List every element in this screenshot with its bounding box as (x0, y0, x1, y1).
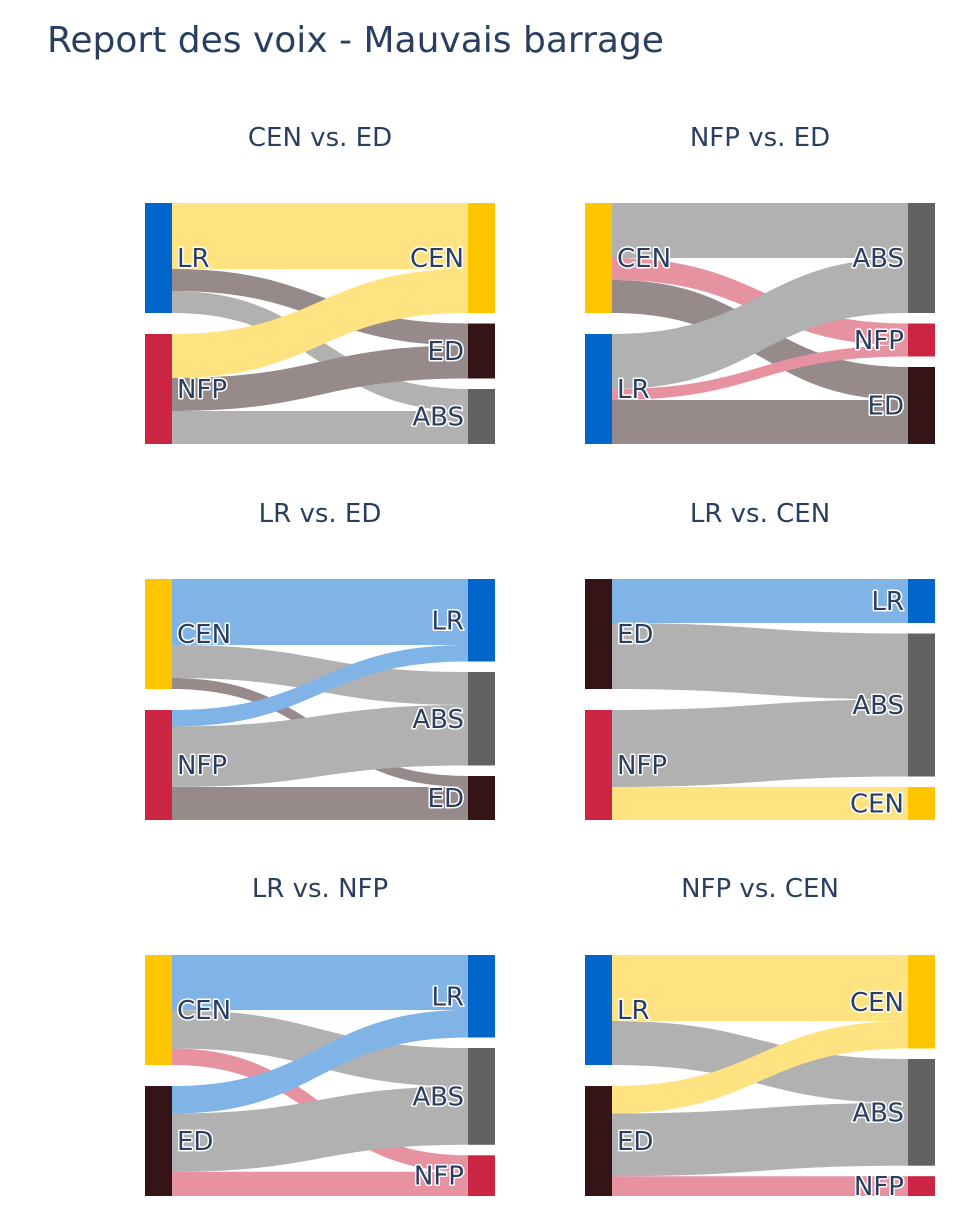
link-nfp-to-abs[interactable] (612, 699, 908, 788)
link-cen-to-lr[interactable] (172, 955, 468, 1010)
target-node-lr[interactable] (908, 579, 935, 623)
subplot-title: NFP vs. ED (690, 123, 830, 153)
sankey-cen-vs-ed: CEN vs. ED LR NFP CEN ED ABS (145, 123, 495, 444)
target-label-lr: LR (431, 982, 464, 1012)
target-label-nfp: NFP (854, 1172, 904, 1202)
link-nfp-to-cen[interactable] (172, 269, 468, 378)
target-label-ed: ED (868, 392, 904, 422)
sankey-lr-vs-cen: LR vs. CEN ED NFP LR ABS CEN (585, 499, 935, 821)
target-node-ed[interactable] (468, 776, 495, 820)
link-ed-to-abs[interactable] (612, 623, 908, 700)
source-node-nfp[interactable] (145, 334, 172, 444)
target-label-abs: ABS (852, 244, 904, 274)
source-label-ed: ED (177, 1127, 213, 1157)
source-node-cen[interactable] (585, 203, 612, 313)
link-nfp-to-abs[interactable] (172, 705, 468, 787)
target-label-abs: ABS (412, 403, 464, 433)
subplot-title: CEN vs. ED (248, 123, 392, 153)
source-node-nfp[interactable] (145, 710, 172, 820)
sankey-lr-vs-ed: LR vs. ED CEN NFP LR ABS ED (145, 499, 495, 820)
subplot-title: NFP vs. CEN (681, 874, 839, 904)
source-node-lr[interactable] (145, 203, 172, 313)
link-nfp-to-cen[interactable] (612, 787, 908, 820)
target-label-abs: ABS (852, 691, 904, 721)
source-node-ed[interactable] (585, 1086, 612, 1196)
sankey-lr-vs-nfp: LR vs. NFP CEN ED LR ABS NFP (145, 874, 495, 1196)
link-ed-to-cen[interactable] (612, 1021, 908, 1114)
link-ed-to-abs[interactable] (172, 1086, 468, 1172)
target-node-abs[interactable] (908, 633, 935, 777)
source-node-lr[interactable] (585, 334, 612, 444)
target-label-abs: ABS (412, 705, 464, 735)
target-label-ed: ED (428, 784, 464, 814)
source-node-cen[interactable] (145, 579, 172, 689)
link-nfp-to-lr[interactable] (172, 645, 468, 727)
link-cen-to-abs[interactable] (612, 203, 908, 258)
link-lr-to-nfp[interactable] (612, 345, 908, 401)
target-node-abs[interactable] (908, 203, 935, 313)
link-cen-to-lr[interactable] (172, 579, 468, 645)
subplot-title: LR vs. ED (259, 499, 382, 529)
target-node-nfp[interactable] (468, 1155, 495, 1196)
source-node-ed[interactable] (585, 579, 612, 689)
source-label-ed: ED (617, 1127, 653, 1157)
source-label-cen: CEN (617, 244, 671, 274)
link-nfp-to-abs[interactable] (172, 411, 468, 444)
source-node-nfp[interactable] (585, 710, 612, 820)
source-label-lr: LR (177, 244, 210, 274)
source-label-nfp: NFP (177, 375, 227, 405)
sankey-nfp-vs-cen: NFP vs. CEN LR ED CEN ABS NFP (585, 874, 935, 1204)
target-label-cen: CEN (850, 988, 904, 1018)
source-node-ed[interactable] (145, 1086, 172, 1196)
link-lr-to-cen[interactable] (172, 203, 468, 269)
target-label-abs: ABS (852, 1098, 904, 1128)
link-ed-to-lr[interactable] (172, 1010, 468, 1114)
subplot-title: LR vs. NFP (252, 874, 388, 904)
target-label-cen: CEN (410, 244, 464, 274)
target-node-ed[interactable] (468, 323, 495, 379)
source-label-cen: CEN (177, 620, 231, 650)
source-label-cen: CEN (177, 996, 231, 1026)
link-nfp-to-ed[interactable] (172, 345, 468, 412)
target-node-cen[interactable] (908, 955, 935, 1049)
target-node-lr[interactable] (468, 579, 495, 662)
main-title: Report des voix - Mauvais barrage (47, 20, 664, 61)
target-label-nfp: NFP (414, 1162, 464, 1192)
target-node-lr[interactable] (468, 955, 495, 1038)
target-node-abs[interactable] (908, 1059, 935, 1166)
target-label-cen: CEN (850, 790, 904, 820)
source-node-lr[interactable] (585, 955, 612, 1065)
link-ed-to-nfp[interactable] (172, 1171, 468, 1196)
target-label-ed: ED (428, 337, 464, 367)
target-node-nfp[interactable] (908, 1176, 935, 1196)
link-lr-to-cen[interactable] (612, 955, 908, 1021)
target-node-cen[interactable] (468, 203, 495, 313)
target-label-lr: LR (431, 606, 464, 636)
link-lr-to-abs[interactable] (612, 258, 908, 389)
source-label-lr: LR (617, 375, 650, 405)
link-ed-to-abs[interactable] (612, 1103, 908, 1177)
target-label-lr: LR (871, 587, 904, 617)
link-nfp-to-ed[interactable] (172, 787, 468, 820)
link-cen-to-abs[interactable] (172, 645, 468, 705)
source-label-nfp: NFP (617, 751, 667, 781)
source-label-nfp: NFP (177, 751, 227, 781)
target-node-ed[interactable] (908, 367, 935, 444)
source-label-ed: ED (617, 620, 653, 650)
source-node-cen[interactable] (145, 955, 172, 1065)
target-node-abs[interactable] (468, 1048, 495, 1145)
link-ed-to-nfp[interactable] (612, 1176, 908, 1196)
target-label-abs: ABS (412, 1082, 464, 1112)
sankey-nfp-vs-ed: NFP vs. ED CEN LR ABS NFP ED (585, 123, 935, 444)
source-label-lr: LR (617, 996, 650, 1026)
link-ed-to-lr[interactable] (612, 579, 908, 623)
target-node-abs[interactable] (468, 672, 495, 766)
link-lr-to-ed[interactable] (612, 400, 908, 444)
target-node-nfp[interactable] (908, 323, 935, 357)
target-node-cen[interactable] (908, 787, 935, 820)
subplot-title: LR vs. CEN (690, 499, 830, 529)
target-label-nfp: NFP (854, 326, 904, 356)
target-node-abs[interactable] (468, 389, 495, 444)
